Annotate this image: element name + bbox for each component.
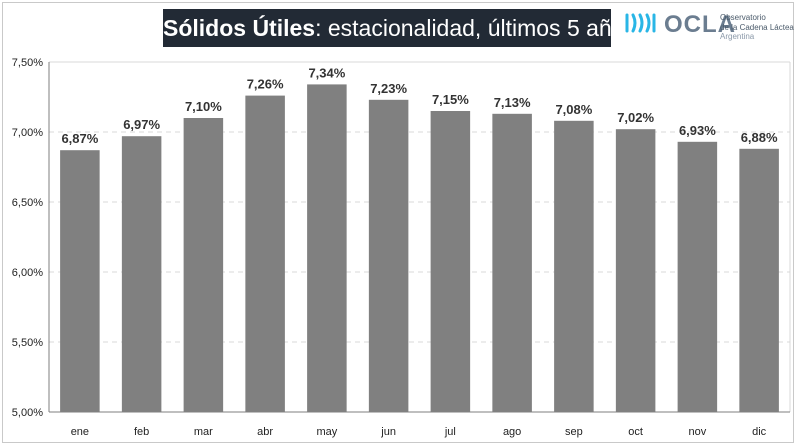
x-tick-label-jun: jun	[380, 426, 396, 438]
data-label-mar: 7,10%	[185, 99, 222, 114]
bar-sep	[554, 120, 594, 413]
y-tick-label: 5,50%	[12, 337, 43, 349]
bar-feb	[121, 136, 162, 412]
wave-lines-icon	[625, 13, 656, 33]
data-label-nov: 6,93%	[679, 123, 716, 138]
grid-lines	[49, 61, 791, 412]
data-label-dic: 6,88%	[741, 130, 778, 145]
data-label-jun: 7,23%	[370, 81, 407, 96]
data-label-ene: 6,87%	[61, 131, 98, 146]
x-tick-label-sep: sep	[565, 426, 583, 438]
data-label-may: 7,34%	[308, 65, 345, 80]
x-tick-label-may: may	[316, 426, 337, 438]
bar-jul	[430, 111, 471, 412]
data-label-abr: 7,26%	[247, 77, 284, 92]
logo-line-3: Argentina	[720, 32, 755, 41]
logo-line-2: de la Cadena Láctea	[720, 22, 794, 32]
y-tick-label: 6,00%	[12, 267, 43, 279]
bar-oct	[615, 129, 656, 412]
y-tick-label: 7,50%	[12, 57, 43, 69]
data-label-oct: 7,02%	[617, 110, 654, 125]
x-tick-label-abr: abr	[257, 426, 273, 438]
x-tick-label-feb: feb	[134, 426, 149, 438]
bars	[60, 84, 779, 413]
bar-may	[307, 84, 347, 413]
x-tick-label-nov: nov	[689, 426, 707, 438]
bar-ago	[492, 113, 532, 413]
chart-frame	[2, 2, 794, 443]
logo-name: OCLA	[664, 11, 736, 38]
x-tick-label-mar: mar	[194, 426, 213, 438]
x-tick-label-dic: dic	[752, 426, 767, 438]
bar-abr	[245, 95, 285, 412]
bar-ene	[60, 150, 100, 412]
data-labels: 6,87% 6,97% 7,10% 7,26% 7,34% 7,23% 7,15% 7,13%…	[61, 65, 778, 146]
bar-nov	[677, 141, 718, 413]
bar-dic	[739, 148, 779, 413]
chart-title: Sólidos Útiles: estacionalidad, últimos …	[163, 9, 636, 47]
logo-line-1: Observatorio	[720, 13, 766, 22]
x-tick-label-oct: oct	[628, 426, 643, 438]
chart-title-rest: : estacionalidad, últimos 5 años	[315, 15, 637, 41]
ocla-logo: OCLA Observatorio de la Cadena Láctea Ar…	[624, 10, 794, 48]
bar-mar	[183, 118, 224, 412]
data-label-ago: 7,13%	[494, 95, 531, 110]
data-label-jul: 7,15%	[432, 92, 469, 107]
x-tick-label-jul: jul	[444, 426, 456, 438]
x-tick-label-ago: ago	[503, 426, 521, 438]
y-tick-label: 6,50%	[12, 197, 43, 209]
data-label-sep: 7,08%	[555, 102, 592, 117]
axes: 5,00% 5,50% 6,00% 6,50% 7,00% 7,50% ene feb mar a…	[12, 57, 790, 438]
y-tick-label: 7,00%	[12, 127, 43, 139]
bar-jun	[368, 99, 409, 413]
logo-subtitle: Observatorio de la Cadena Láctea Argenti…	[720, 13, 794, 42]
y-tick-label: 5,00%	[12, 407, 43, 419]
x-tick-label-ene: ene	[71, 426, 89, 438]
data-label-feb: 6,97%	[123, 117, 160, 132]
chart-title-bold: Sólidos Útiles	[163, 15, 316, 41]
